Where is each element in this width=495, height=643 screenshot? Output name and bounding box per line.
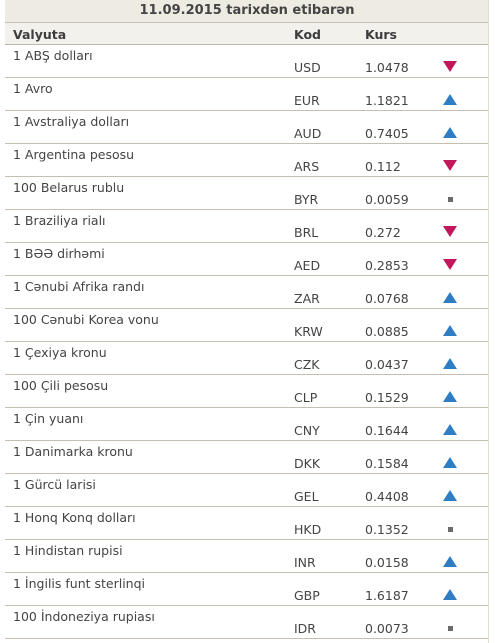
table-row: 100 Cənubi Korea vonu KRW 0.0885	[5, 309, 489, 342]
currency-code: AUD	[294, 126, 322, 141]
currency-code: USD	[294, 60, 321, 75]
table-row: 1 ABŞ dolları USD 1.0478	[5, 45, 489, 78]
trend-up-icon	[443, 358, 457, 370]
currency-code: HKD	[294, 522, 322, 537]
trend-up-icon	[443, 94, 457, 106]
currency-name: 1 Argentina pesosu	[13, 147, 135, 162]
exchange-rate: 1.0478	[365, 60, 409, 75]
currency-name: 1 Avstraliya dolları	[13, 114, 130, 129]
currency-name: 1 Danimarka kronu	[13, 444, 133, 459]
table-title: 11.09.2015 tarixdən etibarən	[5, 0, 489, 23]
exchange-rate: 0.1352	[365, 522, 409, 537]
currency-name: 100 İndoneziya rupiası	[13, 609, 155, 624]
exchange-rate: 0.4408	[365, 489, 409, 504]
table-row: 100 İndoneziya rupiası IDR 0.0073	[5, 606, 489, 639]
exchange-rate: 0.0885	[365, 324, 409, 339]
table-row: 1 BƏƏ dirhəmi AED 0.2853	[5, 243, 489, 276]
currency-code: KRW	[294, 324, 323, 339]
currency-name: 1 Avro	[13, 81, 53, 96]
currency-name: 1 Cənubi Afrika randı	[13, 279, 145, 294]
trend-unchanged-icon	[443, 523, 457, 535]
exchange-rate: 0.1529	[365, 390, 409, 405]
header-rate: Kurs	[365, 27, 397, 42]
currency-code: EUR	[294, 93, 320, 108]
currency-code: GBP	[294, 588, 320, 603]
trend-up-icon	[443, 127, 457, 139]
currency-name: 1 Braziliya rialı	[13, 213, 106, 228]
table-row: 1 Danimarka kronu DKK 0.1584	[5, 441, 489, 474]
currency-name: 1 Gürcü larisi	[13, 477, 96, 492]
currency-name: 1 Hindistan rupisi	[13, 543, 123, 558]
currency-name: 1 BƏƏ dirhəmi	[13, 246, 105, 261]
table-row: 1 Honq Konq dolları HKD 0.1352	[5, 507, 489, 540]
trend-up-icon	[443, 490, 457, 502]
exchange-rate: 0.1584	[365, 456, 409, 471]
table-row: 1 Cənubi Afrika randı ZAR 0.0768	[5, 276, 489, 309]
currency-name: 100 Cənubi Korea vonu	[13, 312, 159, 327]
table-row: 1 Argentina pesosu ARS 0.112	[5, 144, 489, 177]
currency-code: CNY	[294, 423, 320, 438]
table-row: 1 İngilis funt sterlinqi GBP 1.6187	[5, 573, 489, 606]
currency-name: 100 Çili pesosu	[13, 378, 109, 393]
table-row: 1 Gürcü larisi GEL 0.4408	[5, 474, 489, 507]
table-row: 1 Avstraliya dolları AUD 0.7405	[5, 111, 489, 144]
trend-down-icon	[443, 160, 457, 172]
exchange-rate: 0.2853	[365, 258, 409, 273]
exchange-rate: 0.0768	[365, 291, 409, 306]
exchange-rate: 1.6187	[365, 588, 409, 603]
exchange-rate: 0.0158	[365, 555, 409, 570]
table-row: 1 Çin yuanı CNY 0.1644	[5, 408, 489, 441]
exchange-rate: 0.7405	[365, 126, 409, 141]
currency-rates-table: 11.09.2015 tarixdən etibarən Valyuta Kod…	[5, 0, 489, 639]
exchange-rate: 0.272	[365, 225, 401, 240]
table-row: 100 Belarus rublu BYR 0.0059	[5, 177, 489, 210]
table-row: 1 Braziliya rialı BRL 0.272	[5, 210, 489, 243]
exchange-rate: 0.0437	[365, 357, 409, 372]
table-body: 1 ABŞ dolları USD 1.0478 1 Avro EUR 1.1821 1 A…	[5, 45, 489, 639]
currency-code: ZAR	[294, 291, 320, 306]
currency-name: 1 Çin yuanı	[13, 411, 84, 426]
trend-down-icon	[443, 226, 457, 238]
trend-up-icon	[443, 589, 457, 601]
exchange-rate: 0.0059	[365, 192, 409, 207]
currency-code: BYR	[294, 192, 319, 207]
table-header: Valyuta Kod Kurs	[5, 23, 489, 45]
currency-code: AED	[294, 258, 321, 273]
trend-unchanged-icon	[443, 622, 457, 634]
exchange-rate: 0.0073	[365, 621, 409, 636]
trend-up-icon	[443, 391, 457, 403]
table-row: 1 Hindistan rupisi INR 0.0158	[5, 540, 489, 573]
currency-code: ARS	[294, 159, 320, 174]
currency-code: CZK	[294, 357, 320, 372]
table-row: 1 Avro EUR 1.1821	[5, 78, 489, 111]
currency-name: 1 Çexiya kronu	[13, 345, 107, 360]
table-row: 1 Çexiya kronu CZK 0.0437	[5, 342, 489, 375]
currency-name: 1 İngilis funt sterlinqi	[13, 576, 146, 591]
currency-name: 1 Honq Konq dolları	[13, 510, 136, 525]
header-code: Kod	[294, 27, 322, 42]
currency-code: DKK	[294, 456, 321, 471]
exchange-rate: 0.1644	[365, 423, 409, 438]
trend-up-icon	[443, 424, 457, 436]
currency-name: 100 Belarus rublu	[13, 180, 125, 195]
trend-up-icon	[443, 457, 457, 469]
exchange-rate: 0.112	[365, 159, 401, 174]
trend-unchanged-icon	[443, 193, 457, 205]
trend-up-icon	[443, 292, 457, 304]
currency-name: 1 ABŞ dolları	[13, 48, 93, 63]
trend-down-icon	[443, 259, 457, 271]
currency-code: BRL	[294, 225, 319, 240]
right-divider	[488, 0, 489, 643]
exchange-rate: 1.1821	[365, 93, 409, 108]
currency-code: INR	[294, 555, 316, 570]
currency-code: IDR	[294, 621, 316, 636]
currency-code: CLP	[294, 390, 318, 405]
trend-up-icon	[443, 325, 457, 337]
trend-down-icon	[443, 61, 457, 73]
trend-up-icon	[443, 556, 457, 568]
header-currency: Valyuta	[13, 27, 67, 42]
table-row: 100 Çili pesosu CLP 0.1529	[5, 375, 489, 408]
currency-code: GEL	[294, 489, 319, 504]
